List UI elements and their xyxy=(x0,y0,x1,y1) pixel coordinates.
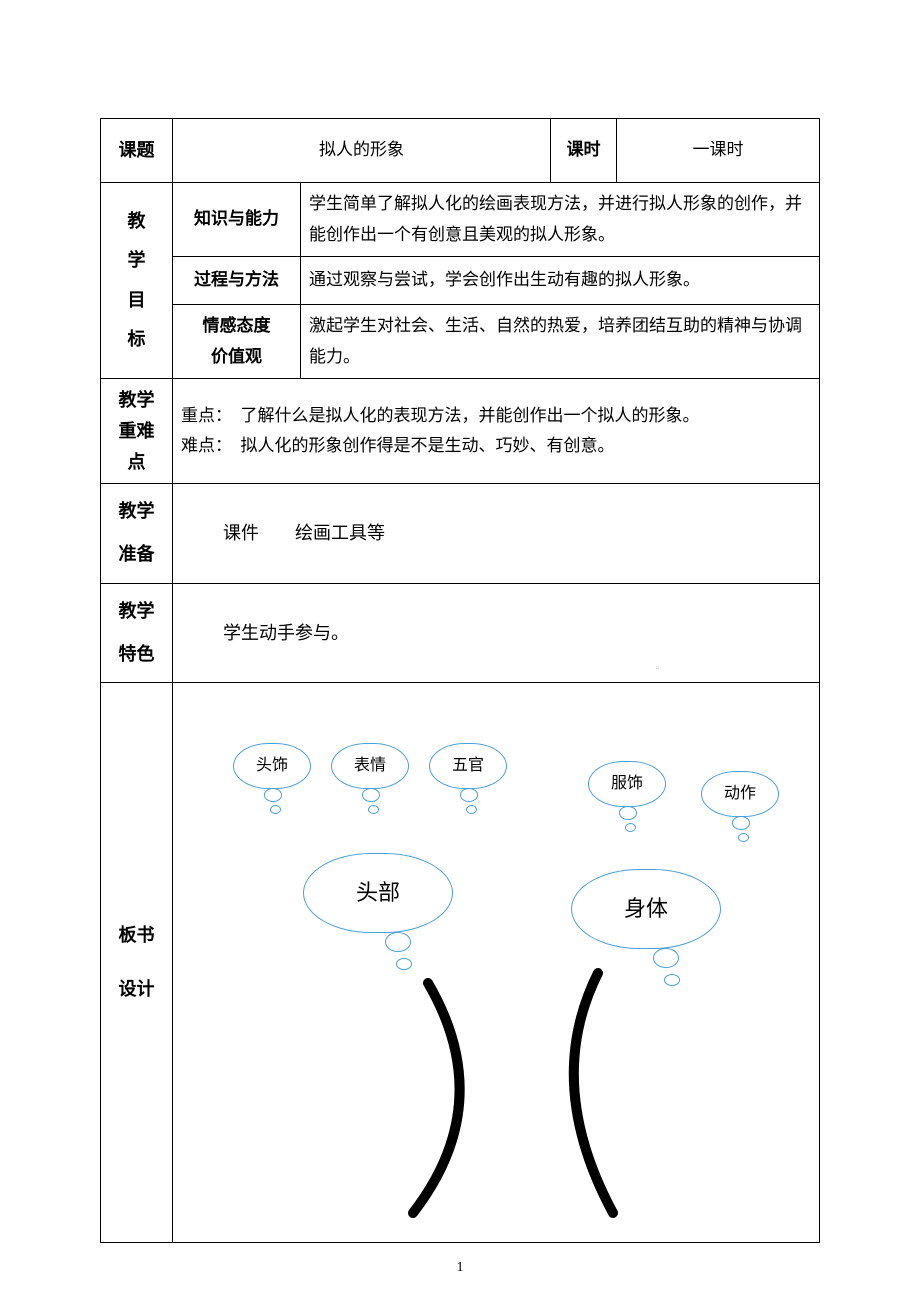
label-feature: 教学特色 xyxy=(101,583,173,682)
lesson-plan-table: 课题 拟人的形象 课时 一课时 教学目标 知识与能力 学生简单了解拟人化的绘画表… xyxy=(100,118,820,1243)
value-period: 一课时 xyxy=(617,119,820,183)
label-prep: 教学准备 xyxy=(101,484,173,583)
value-feature: 学生动手参与。 ▫ xyxy=(173,583,820,682)
label-goals: 教学目标 xyxy=(101,183,173,379)
label-keydiff: 教学重难点 xyxy=(101,379,173,484)
value-topic: 拟人的形象 xyxy=(173,119,551,183)
value-knowledge: 学生简单了解拟人化的绘画表现方法，并进行拟人形象的创作，并能创作出一个有创意且美… xyxy=(301,183,820,257)
big-cloud: 头部 xyxy=(303,853,453,933)
label-board: 板书设计 xyxy=(101,682,173,1242)
value-emotion: 激起学生对社会、生活、自然的热爱，培养团结互助的精神与协调能力。 xyxy=(301,305,820,379)
label-process: 过程与方法 xyxy=(173,257,301,305)
board-diagram-cell: 头饰表情五官 服饰动作头部 身体 xyxy=(173,682,820,1242)
value-prep: 课件 绘画工具等 xyxy=(173,484,820,583)
value-process: 通过观察与尝试，学会创作出生动有趣的拟人形象。 xyxy=(301,257,820,305)
label-knowledge: 知识与能力 xyxy=(173,183,301,257)
value-keydiff: 重点： 了解什么是拟人化的表现方法，并能创作出一个拟人的形象。 难点： 拟人化的… xyxy=(173,379,820,484)
small-cloud: 头饰 xyxy=(233,743,311,789)
label-emotion: 情感态度价值观 xyxy=(173,305,301,379)
board-diagram: 头饰表情五官 服饰动作头部 身体 xyxy=(173,683,819,1242)
label-topic: 课题 xyxy=(101,119,173,183)
small-cloud: 服饰 xyxy=(588,761,666,807)
small-cloud: 动作 xyxy=(701,771,779,817)
page-number: 1 xyxy=(0,1260,920,1276)
arc xyxy=(574,973,613,1213)
label-period: 课时 xyxy=(551,119,617,183)
arc xyxy=(413,983,460,1213)
small-cloud: 表情 xyxy=(331,743,409,789)
watermark-icon: ▫ xyxy=(655,660,659,678)
big-cloud: 身体 xyxy=(571,869,721,949)
small-cloud: 五官 xyxy=(429,743,507,789)
